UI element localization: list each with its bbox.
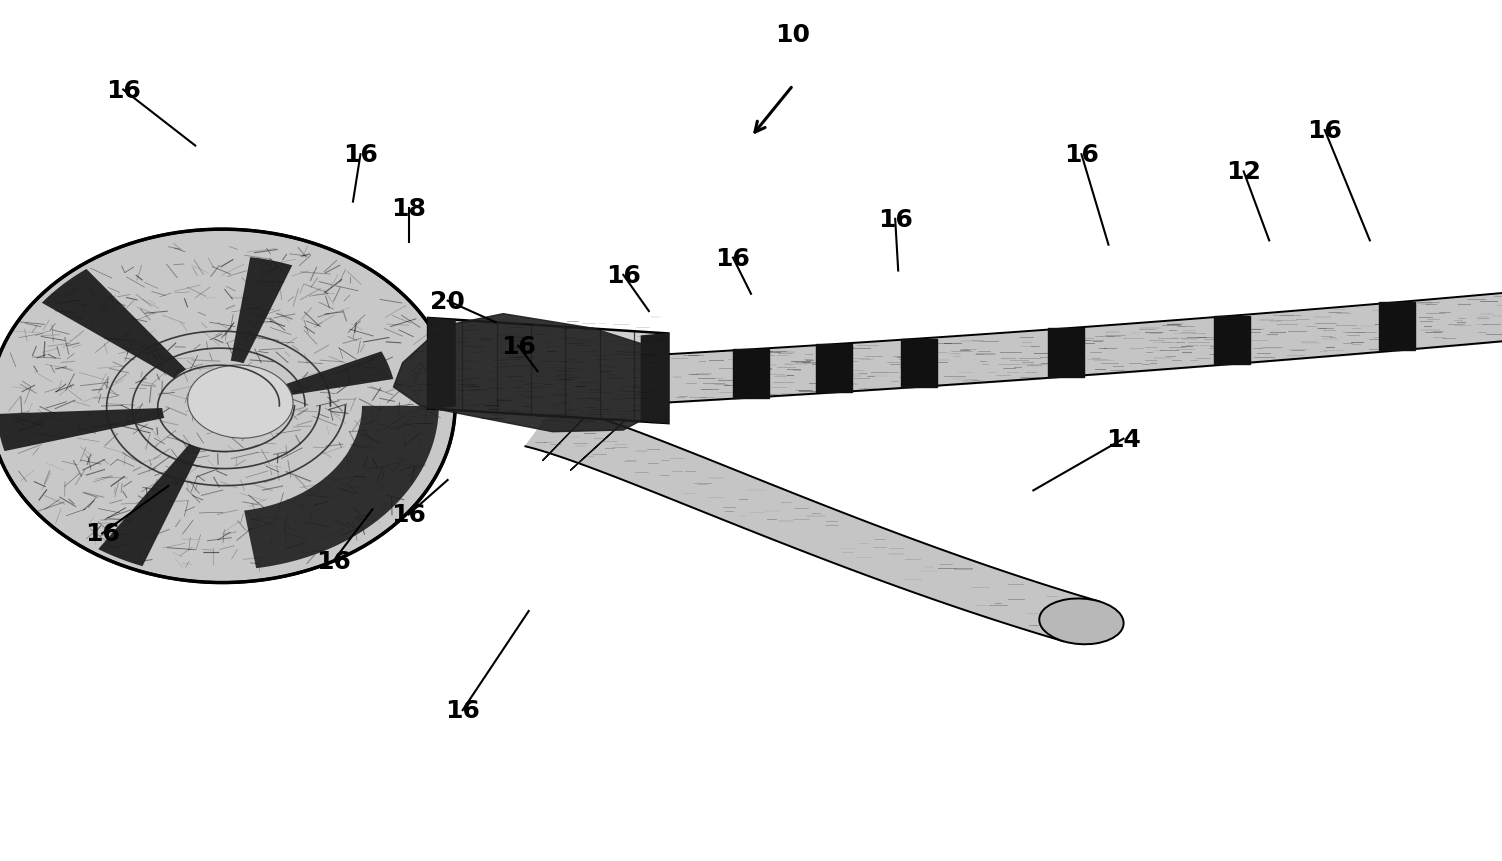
Polygon shape: [542, 407, 595, 461]
Ellipse shape: [188, 366, 293, 438]
Polygon shape: [733, 350, 769, 398]
Polygon shape: [1379, 303, 1415, 351]
Polygon shape: [1214, 316, 1250, 364]
Polygon shape: [901, 339, 937, 387]
Text: 18: 18: [391, 196, 427, 220]
Text: 16: 16: [105, 78, 141, 102]
Text: 12: 12: [1226, 160, 1262, 184]
Ellipse shape: [0, 230, 455, 583]
Text: 14: 14: [1105, 427, 1142, 451]
Polygon shape: [816, 344, 852, 393]
Polygon shape: [571, 418, 628, 471]
Text: 16: 16: [605, 263, 641, 288]
Ellipse shape: [1039, 598, 1123, 645]
Polygon shape: [276, 352, 394, 397]
Polygon shape: [641, 334, 668, 424]
Text: 20: 20: [430, 289, 466, 313]
Polygon shape: [526, 406, 1099, 641]
Polygon shape: [1048, 329, 1084, 377]
Text: 16: 16: [445, 698, 481, 722]
Text: 16: 16: [342, 143, 379, 167]
Text: 16: 16: [500, 334, 536, 358]
Polygon shape: [0, 408, 164, 451]
Polygon shape: [245, 406, 439, 568]
Text: 16: 16: [715, 246, 751, 270]
Text: 16: 16: [1063, 143, 1099, 167]
Polygon shape: [394, 314, 668, 432]
Text: 10: 10: [775, 23, 811, 47]
Polygon shape: [98, 444, 201, 567]
Text: 16: 16: [315, 549, 351, 573]
Text: 16: 16: [1307, 119, 1343, 143]
Polygon shape: [42, 269, 186, 379]
Polygon shape: [428, 319, 668, 424]
Polygon shape: [231, 257, 293, 364]
Text: 16: 16: [391, 503, 427, 527]
Text: 16: 16: [84, 522, 120, 546]
Polygon shape: [428, 319, 455, 409]
Text: 16: 16: [877, 208, 913, 232]
